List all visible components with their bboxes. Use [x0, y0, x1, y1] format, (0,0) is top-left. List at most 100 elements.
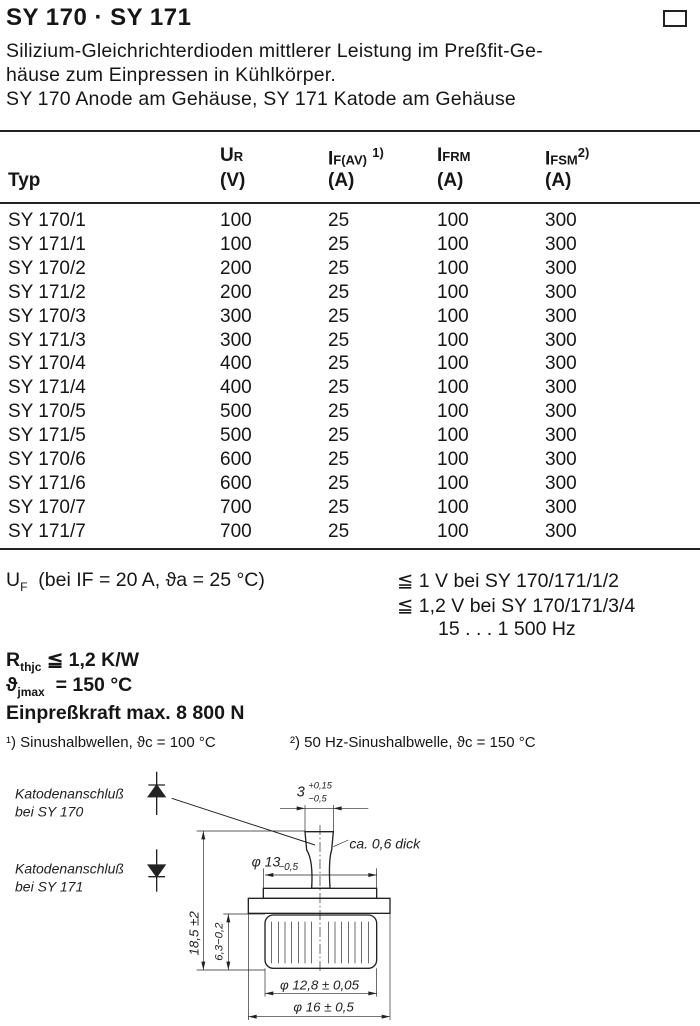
header-ifrm: IFRM: [437, 145, 471, 166]
cell-ifav: 25: [328, 496, 350, 518]
cell-ifsm: 300: [545, 472, 577, 494]
label-sy171-line2: bei SY 171: [15, 879, 83, 895]
dim-flange-tol: −0,5: [278, 862, 298, 873]
cell-type: SY 170/1: [8, 210, 86, 231]
knurled-body: [264, 914, 378, 969]
header-typ: Typ: [8, 170, 41, 191]
cell-ifsm: 300: [545, 449, 577, 470]
cell-type: SY 170/7: [8, 496, 86, 518]
cell-ifav: 25: [328, 257, 350, 279]
cell-type: SY 171/1: [8, 233, 86, 255]
cell-type: SY 170/5: [8, 401, 86, 423]
dim-tab-tol-plus: +0,15: [308, 780, 332, 790]
press-force: Einpreßkraft max. 8 800 N: [6, 702, 245, 724]
terminal-tab: [304, 831, 335, 889]
cell-ifrm: 100: [437, 329, 469, 351]
cell-ifrm: 100: [437, 281, 469, 303]
base-plate: [247, 897, 391, 914]
diode-symbol-sy171-icon: [147, 849, 167, 892]
dim-flange: φ 13: [252, 854, 281, 870]
cell-type: SY 171/2: [8, 281, 86, 303]
label-sy170-line2: bei SY 170: [15, 804, 83, 820]
cell-ifrm: 100: [437, 377, 469, 399]
cell-ifsm: 300: [545, 496, 577, 518]
cell-ifrm: 100: [437, 520, 469, 542]
cell-type: SY 171/4: [8, 377, 86, 399]
description-line-2: häuse zum Einpressen in Kühlkörper.: [6, 64, 337, 86]
uf-value-2: ≦ 1,2 V bei SY 170/171/3/4: [397, 595, 636, 617]
rth-label: Rthjc ≦ 1,2 K/W: [6, 649, 140, 674]
header-ur-unit: (V): [220, 170, 246, 191]
label-sy171-line1: Katodenanschluß: [15, 860, 124, 876]
cell-ifrm: 100: [437, 472, 469, 494]
cell-ifav: 25: [328, 305, 350, 327]
cell-ifsm: 300: [545, 210, 577, 231]
dim-body-height: 6,3−0,2: [214, 922, 226, 961]
cell-ifav: 25: [328, 210, 350, 231]
cell-type: SY 170/4: [8, 353, 86, 375]
cell-ifrm: 100: [437, 257, 469, 279]
uf-value-3: 15 . . . 1 500 Hz: [438, 618, 576, 640]
dim-tab-width: 3: [297, 785, 306, 801]
cell-ifsm: 300: [545, 257, 577, 279]
cell-ur: 300: [220, 329, 252, 351]
footnote-2: ²) 50 Hz-Sinushalbwelle, ϑc = 150 °C: [290, 734, 536, 751]
cell-ifrm: 100: [437, 401, 469, 423]
dim-tab-tol-minus: −0,5: [308, 794, 327, 804]
cell-ur: 400: [220, 353, 252, 375]
cell-ifsm: 300: [545, 520, 577, 542]
cell-ifsm: 300: [545, 401, 577, 423]
package-drawing: Katodenanschluß bei SY 170 Katodenanschl…: [15, 771, 421, 1020]
cell-ifrm: 100: [437, 353, 469, 375]
cell-ifav: 25: [328, 281, 350, 303]
cell-ifsm: 300: [545, 425, 577, 447]
cell-type: SY 171/6: [8, 472, 86, 494]
dim-thickness: ca. 0,6 dick: [349, 835, 421, 851]
cell-ur: 200: [220, 257, 252, 279]
description-line-3: SY 170 Anode am Gehäuse, SY 171 Katode a…: [6, 88, 516, 110]
description-line-1: Silizium-Gleichrichterdioden mittlerer L…: [6, 40, 543, 62]
dim-body-dia: φ 12,8 ± 0,05: [280, 977, 360, 992]
label-sy170-line1: Katodenanschluß: [15, 785, 124, 801]
cell-type: SY 171/5: [8, 425, 86, 447]
cell-ifrm: 100: [437, 233, 469, 255]
cell-ifrm: 100: [437, 449, 469, 470]
cell-ifav: 25: [328, 353, 350, 375]
header-ifrm-unit: (A): [437, 170, 464, 191]
cell-ifsm: 300: [545, 233, 577, 255]
header-ifsm-unit: (A): [545, 170, 572, 191]
table-header-rule: [0, 202, 700, 204]
cell-type: SY 170/6: [8, 449, 86, 470]
cell-ifav: 25: [328, 377, 350, 399]
uf-value-1: ≦ 1 V bei SY 170/171/1/2: [397, 570, 619, 592]
cell-ur: 500: [220, 401, 252, 423]
cell-type: SY 171/7: [8, 520, 86, 542]
cell-ifrm: 100: [437, 496, 469, 518]
cell-ur: 600: [220, 472, 252, 494]
cell-ur: 700: [220, 496, 252, 518]
leader-line: [171, 797, 316, 846]
cell-ur: 500: [220, 425, 252, 447]
cell-type: SY 171/3: [8, 329, 86, 351]
cell-type: SY 170/3: [8, 305, 86, 327]
cell-ifav: 25: [328, 401, 350, 423]
cell-ifav: 25: [328, 520, 350, 542]
cell-ifrm: 100: [437, 425, 469, 447]
footnote-1: ¹) Sinushalbwellen, ϑc = 100 °C: [6, 734, 216, 751]
page-title: SY 170 · SY 171: [6, 4, 192, 31]
cell-ifsm: 300: [545, 329, 577, 351]
cell-ifav: 25: [328, 472, 350, 494]
header-ifav: IF(AV) 1): [328, 145, 384, 170]
cell-ur: 100: [220, 233, 252, 255]
cell-ur: 100: [220, 210, 252, 231]
cell-ur: 200: [220, 281, 252, 303]
cell-ifsm: 300: [545, 305, 577, 327]
cell-ifav: 25: [328, 425, 350, 447]
cell-ur: 700: [220, 520, 252, 542]
header-ifsm: IFSM2): [545, 145, 590, 170]
cell-ifsm: 300: [545, 377, 577, 399]
cell-ifrm: 100: [437, 210, 469, 231]
cell-ifav: 25: [328, 449, 350, 470]
tj-label: ϑjmax = 150 °C: [6, 674, 133, 699]
table-top-rule: [0, 130, 700, 132]
